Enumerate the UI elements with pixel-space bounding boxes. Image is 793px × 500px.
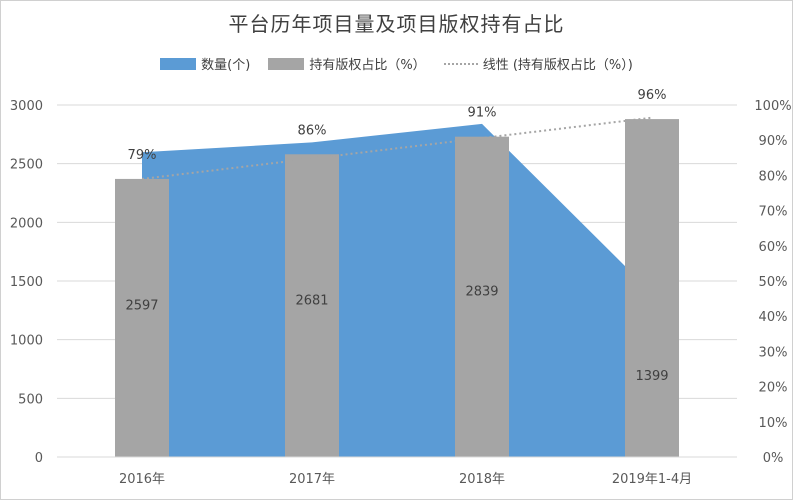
trendline-share [141,116,653,180]
legend-swatch-bar [268,57,305,70]
y-left-tick: 500 [18,392,43,407]
legend: 数量(个) 持有版权占比（%） 线性 (持有版权占比（%）) [0,54,793,73]
legend-swatch-area [160,57,197,70]
y-left-tick: 1000 [10,334,43,349]
bar-share-1 [285,154,339,457]
bar-share-3 [625,119,679,457]
y-right-tick: 60% [759,240,788,255]
bar-share-0 [115,178,169,458]
chart-title: 平台历年项目量及项目版权持有占比 [228,12,565,36]
data-label-count: 2597 [125,299,158,314]
legend-item-share: 持有版权占比（%） [268,54,426,73]
data-label-share: 96% [638,88,667,103]
y-right-tick: 30% [759,345,788,360]
y-right-tick: 80% [759,169,788,184]
y-right-tick: 90% [759,134,788,149]
y-right-tick: 10% [759,416,788,431]
x-tick-label: 2017年 [289,472,335,487]
data-label-count: 1399 [635,369,668,384]
x-tick-label: 2018年 [459,472,505,487]
legend-label-share: 持有版权占比（%） [309,58,426,73]
data-label-share: 91% [468,106,497,121]
y-right-tick: 100% [754,99,791,114]
y-right-tick: 0% [763,451,784,466]
y-left-tick: 2500 [10,158,43,173]
data-label-share: 86% [298,123,327,138]
data-label-share: 79% [128,148,157,163]
y-right-tick: 50% [759,275,788,290]
area-series-count [142,123,652,458]
x-tick-label: 2019年1-4月 [612,472,692,487]
y-right-tick: 40% [759,310,788,325]
legend-swatch-trendline [443,62,478,65]
data-label-count: 2839 [465,284,498,299]
y-left-tick: 1500 [10,275,43,290]
y-left-tick: 0 [35,451,43,466]
x-tick-label: 2016年 [119,472,165,487]
bar-share-2 [455,136,509,457]
y-left-tick: 2000 [10,216,43,231]
data-label-count: 2681 [295,294,328,309]
y-right-tick: 70% [759,205,788,220]
legend-item-count: 数量(个) [160,54,250,73]
y-right-tick: 20% [759,381,788,396]
y-left-tick: 3000 [10,99,43,114]
legend-item-trend: 线性 (持有版权占比（%）) [443,54,633,73]
legend-label-count: 数量(个) [201,58,251,73]
legend-label-trend: 线性 (持有版权占比（%）) [482,58,633,73]
